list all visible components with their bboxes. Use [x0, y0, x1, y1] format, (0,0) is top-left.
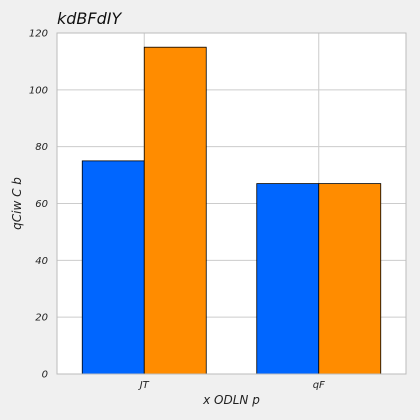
y-tick-label: 40 — [35, 256, 48, 267]
bar-JT-series-1 — [81, 160, 145, 375]
chart-title: kdBFdIY — [57, 9, 122, 28]
bars — [81, 46, 382, 375]
x-tick-label: qF — [313, 380, 325, 391]
x-axis-ticks: JT qF — [138, 380, 325, 391]
y-tick-label: 100 — [29, 85, 48, 96]
y-tick-label: 120 — [29, 29, 48, 40]
y-tick-label: 0 — [42, 370, 48, 381]
bar-qF-series-1 — [256, 183, 320, 375]
bar-qF-series-2 — [318, 183, 382, 375]
plot-frame — [56, 32, 407, 375]
y-axis-ticks: 0 20 40 60 80 100 120 — [29, 29, 48, 381]
y-axis-label: qCiw C b — [10, 177, 24, 230]
x-tick-label: JT — [138, 380, 150, 391]
x-axis-label: x ODLN p — [202, 393, 260, 407]
y-tick-label: 60 — [35, 199, 48, 210]
y-tick-label: 80 — [35, 142, 48, 153]
y-tick-label: 20 — [35, 313, 48, 324]
bar-JT-series-2 — [143, 46, 207, 375]
